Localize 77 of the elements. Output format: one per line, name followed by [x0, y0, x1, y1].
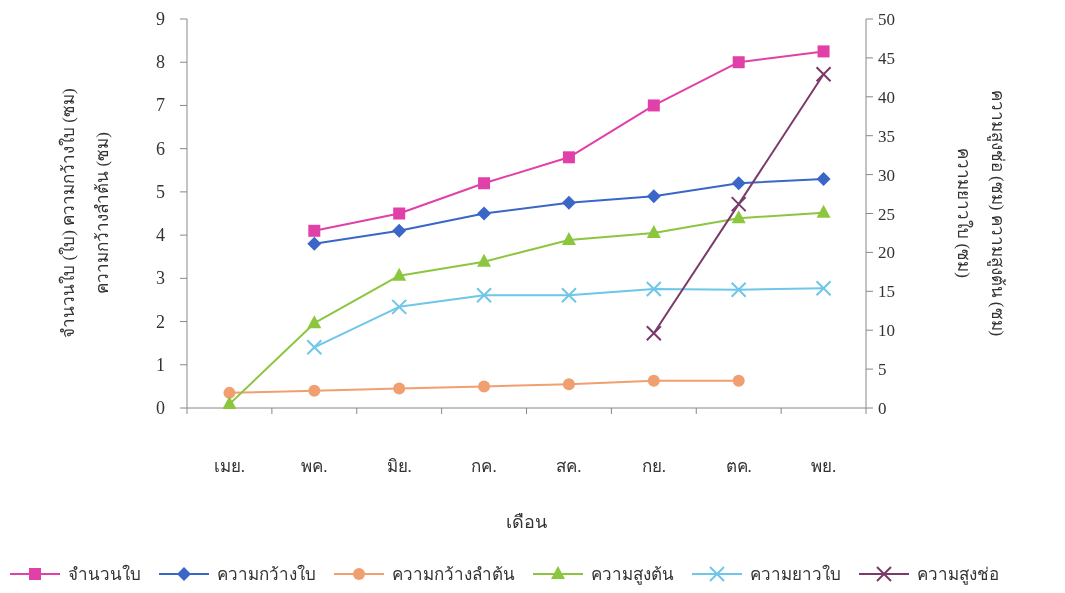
legend-label: ความยาวใบ: [750, 564, 841, 584]
y2-tick-label: 5: [878, 360, 887, 380]
y-tick-label: 7: [156, 95, 165, 116]
legend-label: จำนวนใบ: [68, 564, 141, 584]
point: [392, 267, 407, 281]
y-tick-label: 0: [156, 398, 165, 418]
point: [562, 151, 575, 164]
point: [815, 66, 832, 83]
point: [561, 195, 576, 210]
y2-tick-label: 10: [878, 321, 895, 341]
legend-label: ความสูงช่อ: [917, 565, 999, 585]
point: [307, 236, 322, 251]
y-tick-label: 4: [156, 225, 165, 246]
point: [391, 298, 408, 315]
y2-tick-label: 25: [878, 204, 895, 224]
point: [477, 206, 492, 221]
point: [647, 99, 660, 112]
point: [647, 374, 660, 387]
point: [817, 45, 830, 58]
x-axis-title: เดือน: [506, 512, 547, 532]
x-tick-label: เมย.: [213, 457, 246, 476]
y-tick-label: 6: [156, 138, 165, 159]
point: [306, 339, 323, 356]
point: [816, 171, 831, 186]
x-tick-label: กย.: [641, 457, 666, 476]
y2-tick-label: 50: [878, 10, 895, 29]
point: [392, 223, 407, 238]
x-tick-label: กค.: [471, 457, 497, 476]
point: [645, 280, 662, 297]
point: [476, 287, 493, 304]
legend-label: ความกว้างใบ: [217, 564, 316, 584]
point: [645, 325, 662, 342]
point: [562, 378, 575, 391]
y-tick-label: 3: [156, 268, 165, 289]
x-tick-label: สค.: [556, 457, 582, 476]
y2-tick-label: 45: [878, 48, 895, 68]
point: [222, 396, 237, 410]
y2-tick-label: 35: [878, 126, 895, 146]
point: [732, 374, 745, 387]
y-axis-title: จำนวนใบ (ใบ) ความกว้างใบ (ซม) ความกว้างลำต้น (ซม): [58, 88, 112, 338]
point: [478, 177, 491, 190]
point: [561, 231, 576, 245]
x-tick-label: มิย.: [386, 457, 412, 476]
point: [730, 196, 747, 213]
y2-tick-label: 30: [878, 165, 895, 185]
y2-tick-label: 15: [878, 282, 895, 302]
legend-label: ความกว้างลำต้น: [392, 565, 515, 584]
point: [816, 204, 831, 218]
point: [307, 315, 322, 329]
y-tick-label: 1: [156, 354, 165, 375]
point: [223, 386, 236, 399]
y2-axis-title: ความสูงช่อ (ซม) ความสูงต้น (ซม) ความยาวใบ (ซม): [954, 89, 1007, 337]
point: [393, 207, 406, 220]
point: [731, 210, 746, 224]
point: [815, 280, 832, 297]
legend-label: ความสูงต้น: [591, 565, 674, 585]
point: [393, 382, 406, 395]
point: [477, 253, 492, 267]
point: [646, 224, 661, 238]
y2-tick-label: 40: [878, 87, 895, 107]
x-tick-label: ตค.: [725, 457, 752, 476]
point: [731, 176, 746, 191]
y-tick-label: 2: [156, 311, 165, 332]
point: [730, 281, 747, 298]
y2-tick-label: 0: [878, 399, 887, 418]
x-tick-label: พค.: [301, 457, 328, 476]
point: [308, 224, 321, 237]
point: [560, 287, 577, 304]
point: [308, 384, 321, 397]
point: [478, 380, 491, 393]
point: [732, 56, 745, 69]
point: [646, 189, 661, 204]
y2-tick-label: 20: [878, 243, 895, 263]
y-tick-label: 9: [156, 9, 165, 29]
y-tick-label: 5: [156, 181, 165, 202]
x-tick-label: พย.: [810, 457, 837, 476]
y-tick-label: 8: [156, 52, 165, 73]
